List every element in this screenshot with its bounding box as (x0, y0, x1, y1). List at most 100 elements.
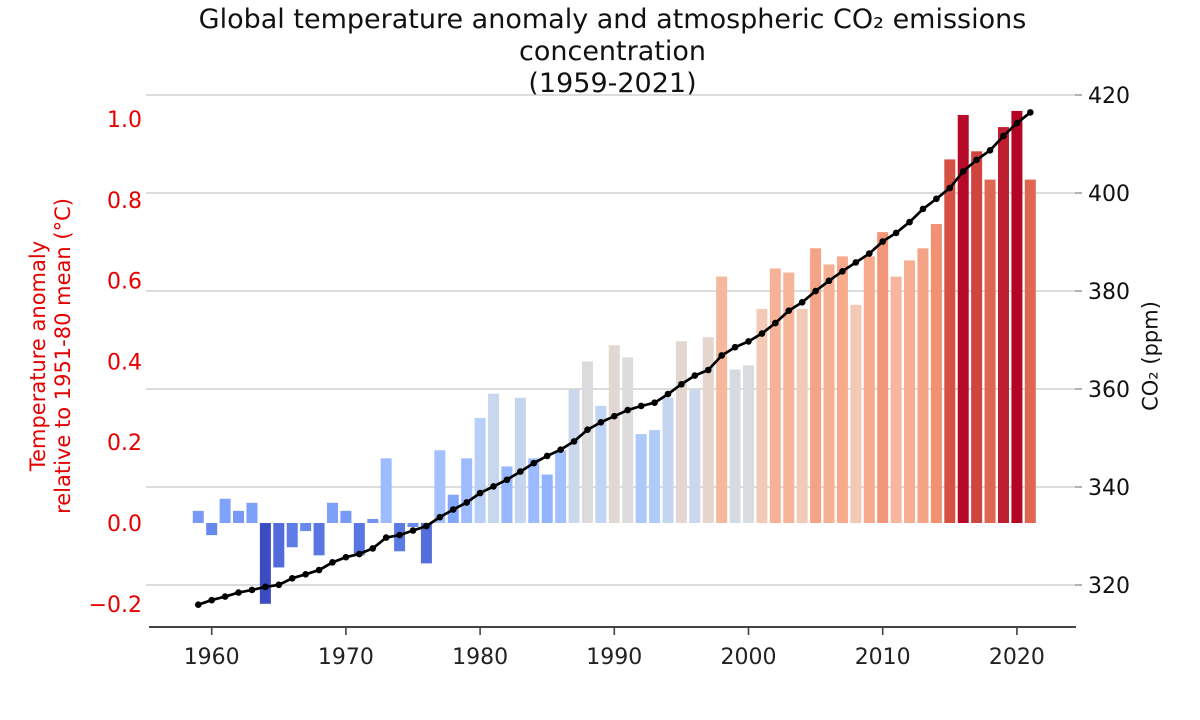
left-tick-labels: 1.0 0.8 0.6 0.4 0.2 0.0 −0.2 (89, 108, 142, 618)
co2-markers (194, 109, 1034, 608)
co2-point-1966 (288, 574, 296, 582)
right-tick-label-400: 400 (1088, 182, 1130, 207)
co2-point-1971 (356, 550, 363, 558)
temperature-bar-1980 (474, 417, 486, 523)
right-tick-labels: 420 400 380 360 340 320 (1075, 84, 1130, 599)
temperature-bar-2016 (957, 114, 969, 524)
co2-point-1998 (718, 352, 725, 359)
x-tick-label-2010: 2010 (855, 645, 911, 670)
temperature-bar-2001 (756, 308, 768, 523)
x-tick-label-2020: 2020 (989, 645, 1045, 670)
temperature-bar-1997 (702, 337, 714, 523)
left-tick-label-0.0: 0.0 (107, 512, 142, 537)
temperature-bar-2021 (1024, 179, 1036, 523)
left-tick-label-0.6: 0.6 (107, 270, 142, 295)
temperature-bar-1995 (675, 341, 687, 523)
x-tick-label-1960: 1960 (184, 645, 240, 670)
temperature-bar-1967 (300, 523, 312, 532)
co2-point-1979 (463, 499, 470, 506)
temperature-bar-2007 (836, 256, 848, 523)
temperature-bar-1988 (581, 361, 593, 523)
temperature-bar-2015 (944, 159, 956, 523)
co2-point-1977 (436, 513, 444, 521)
co2-point-2016 (959, 168, 967, 175)
temperature-bar-1981 (488, 393, 500, 523)
co2-point-1975 (409, 527, 417, 534)
left-tick-label-−0.2: −0.2 (89, 593, 142, 618)
co2-point-1974 (396, 531, 403, 539)
co2-point-1978 (449, 506, 457, 513)
co2-point-1992 (637, 402, 645, 410)
temperature-bar-1983 (514, 397, 526, 523)
co2-point-1987 (570, 438, 578, 445)
temperature-bar-1996 (689, 389, 701, 523)
temperature-bar-1999 (729, 369, 741, 523)
co2-point-1965 (275, 581, 283, 589)
co2-point-2005 (812, 287, 819, 295)
co2-point-1995 (678, 380, 685, 388)
co2-point-2018 (986, 146, 994, 154)
co2-point-1994 (664, 390, 672, 398)
co2-point-2014 (933, 195, 940, 203)
temperature-bar-1979 (461, 458, 473, 523)
co2-point-1967 (302, 571, 309, 578)
left-tick-label-0.8: 0.8 (107, 189, 142, 214)
temperature-bar-1982 (501, 466, 513, 523)
temperature-bar-1963 (246, 502, 258, 523)
temperature-bar-1991 (622, 357, 634, 523)
temperature-bar-2002 (769, 268, 781, 523)
co2-point-1961 (221, 593, 229, 600)
co2-point-1980 (476, 489, 484, 497)
co2-point-2021 (1027, 109, 1034, 116)
co2-point-2000 (745, 338, 752, 345)
co2-point-1989 (597, 419, 605, 426)
temperature-bar-1975 (407, 523, 419, 528)
temperature-bar-1965 (273, 523, 285, 568)
temperature-bar-1977 (434, 450, 446, 523)
temperature-bar-2020 (1011, 110, 1023, 524)
co2-point-2011 (892, 229, 900, 237)
co2-point-1981 (490, 483, 497, 490)
co2-point-1972 (369, 545, 377, 552)
temperature-bar-2010 (877, 232, 889, 523)
x-tick-label-1970: 1970 (318, 645, 374, 670)
temperature-bar-2008 (850, 304, 862, 523)
co2-point-2017 (973, 156, 980, 164)
temperature-bar-1985 (541, 474, 553, 523)
temperature-bar-2017 (971, 151, 983, 523)
temperature-bar-1973 (380, 458, 392, 523)
co2-point-1970 (342, 553, 350, 561)
temperature-bar-2013 (917, 248, 929, 523)
temperature-bar-1961 (219, 498, 231, 523)
co2-point-1962 (235, 589, 242, 596)
co2-point-1983 (517, 468, 524, 475)
x-tick-label-1980: 1980 (452, 645, 508, 670)
right-tick-label-380: 380 (1088, 280, 1130, 305)
co2-point-1960 (208, 596, 215, 604)
temperature-bar-2009 (863, 256, 875, 523)
temperature-bar-1989 (595, 405, 607, 523)
left-tick-label-0.4: 0.4 (107, 350, 142, 375)
right-tick-label-420: 420 (1088, 84, 1130, 109)
co2-point-1990 (611, 412, 618, 420)
temperature-bar-2019 (997, 127, 1009, 523)
co2-point-1969 (329, 559, 336, 566)
x-tick-label-1990: 1990 (586, 645, 642, 670)
temperature-bar-2003 (783, 272, 795, 523)
temperature-bar-1968 (313, 523, 325, 556)
temperature-bar-2005 (810, 248, 822, 523)
co2-point-2004 (798, 298, 806, 306)
temperature-bar-2014 (930, 224, 942, 524)
co2-point-2006 (825, 277, 833, 285)
co2-point-1997 (704, 366, 712, 374)
co2-point-1986 (557, 446, 564, 454)
co2-point-1993 (651, 399, 658, 406)
co2-point-2015 (946, 184, 954, 192)
chart-title: Global temperature anomaly and atmospher… (150, 4, 1075, 100)
temperature-bar-1990 (608, 345, 620, 523)
temperature-bar-1998 (716, 276, 728, 523)
temperature-bar-1987 (568, 389, 580, 523)
temperature-bar-1986 (555, 450, 567, 523)
